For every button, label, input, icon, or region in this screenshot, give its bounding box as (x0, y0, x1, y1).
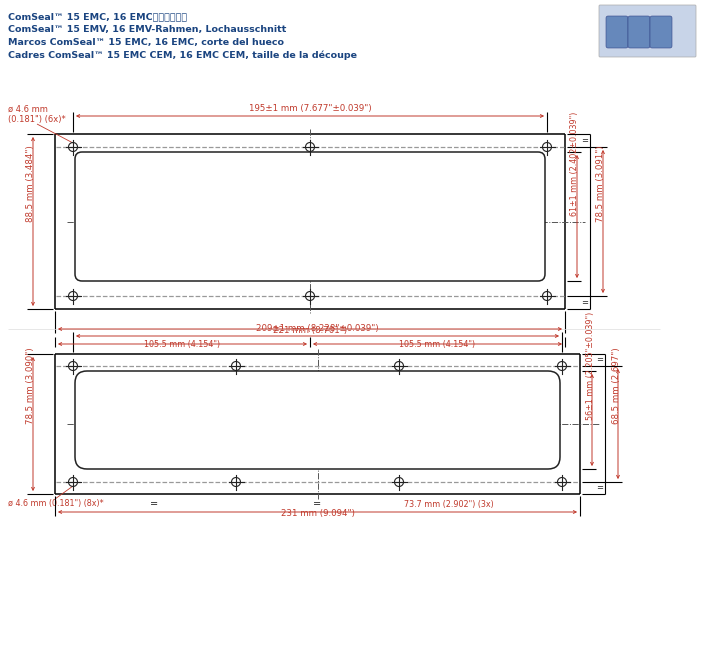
Text: ø 4.6 mm: ø 4.6 mm (8, 105, 48, 114)
FancyBboxPatch shape (75, 371, 560, 469)
Text: 78.5 mm (3.091"): 78.5 mm (3.091") (597, 145, 605, 222)
Text: Max R5 mm: Max R5 mm (89, 230, 137, 239)
Text: =: = (581, 136, 588, 145)
Text: =: = (597, 483, 603, 493)
Text: =: = (581, 298, 588, 307)
Text: =: = (597, 355, 603, 365)
Text: 105.5 mm (4.154"): 105.5 mm (4.154") (399, 340, 475, 349)
Text: 78.5 mm (3.090"): 78.5 mm (3.090") (25, 347, 34, 424)
FancyBboxPatch shape (606, 16, 628, 48)
FancyBboxPatch shape (628, 16, 650, 48)
Text: Max R10 mm: Max R10 mm (93, 418, 146, 427)
FancyBboxPatch shape (650, 16, 672, 48)
Text: Marcos ComSeal™ 15 EMC, 16 EMC, corte del hueco: Marcos ComSeal™ 15 EMC, 16 EMC, corte de… (8, 38, 284, 47)
Text: (0.181") (6x)*: (0.181") (6x)* (8, 115, 66, 124)
Text: ComSeal™ 15 EMC, 16 EMC型框架，开孔: ComSeal™ 15 EMC, 16 EMC型框架，开孔 (8, 12, 187, 21)
Text: =: = (314, 499, 321, 509)
Text: ComSeal 15 EMC: ComSeal 15 EMC (232, 203, 388, 220)
Text: 61±1 mm (2.402±0.039"): 61±1 mm (2.402±0.039") (571, 112, 579, 216)
Text: 56±1 mm (2.205"±0.039"): 56±1 mm (2.205"±0.039") (586, 312, 595, 420)
Text: 88.5 mm (3.484"): 88.5 mm (3.484") (25, 145, 34, 222)
Text: 209±1 mm (8.228"±0.039"): 209±1 mm (8.228"±0.039") (256, 324, 379, 333)
Text: ø 4.6 mm (0.181") (8x)*: ø 4.6 mm (0.181") (8x)* (8, 499, 103, 508)
Text: ComSeal 16 EMC: ComSeal 16 EMC (240, 405, 395, 423)
Text: 221 mm (8.701"): 221 mm (8.701") (273, 326, 347, 335)
Text: =: = (150, 499, 159, 509)
Text: 195±1 mm (7.677"±0.039"): 195±1 mm (7.677"±0.039") (249, 104, 371, 113)
Text: (R0.197") (4x): (R0.197") (4x) (89, 239, 146, 248)
Text: (R0.394") (4x): (R0.394") (4x) (93, 427, 149, 436)
Text: 68.5 mm (2.697"): 68.5 mm (2.697") (612, 347, 621, 424)
FancyBboxPatch shape (75, 152, 545, 281)
FancyBboxPatch shape (599, 5, 696, 57)
Text: Cadres ComSeal™ 15 EMC CEM, 16 EMC CEM, taille de la découpe: Cadres ComSeal™ 15 EMC CEM, 16 EMC CEM, … (8, 51, 357, 60)
Text: 231 mm (9.094"): 231 mm (9.094") (280, 509, 354, 518)
Text: ComSeal™ 15 EMV, 16 EMV-Rahmen, Lochausschnitt: ComSeal™ 15 EMV, 16 EMV-Rahmen, Lochauss… (8, 25, 286, 34)
Text: 105.5 mm (4.154"): 105.5 mm (4.154") (144, 340, 221, 349)
Text: 73.7 mm (2.902") (3x): 73.7 mm (2.902") (3x) (404, 499, 494, 509)
